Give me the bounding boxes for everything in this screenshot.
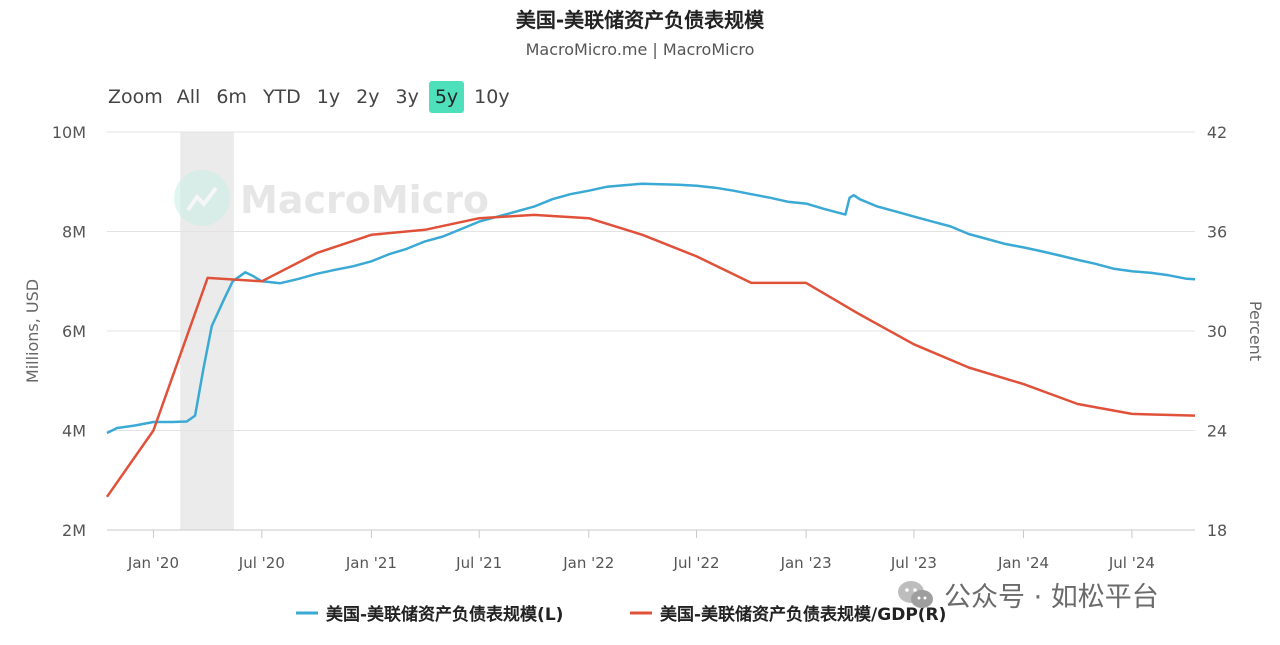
right-axis-tick-label: 42 [1207, 123, 1227, 142]
chart-title: 美国-美联储资产负债表规模 [515, 8, 765, 32]
range-button-ytd[interactable]: YTD [262, 86, 301, 108]
chart-subtitle: MacroMicro.me | MacroMicro [525, 40, 755, 59]
right-axis-tick-label: 36 [1207, 223, 1227, 242]
x-axis-tick-label: Jan '21 [345, 554, 397, 572]
left-axis-tick-label: 4M [62, 422, 86, 441]
right-axis-tick-label: 30 [1207, 322, 1227, 341]
x-axis-tick-label: Jan '23 [780, 554, 832, 572]
left-axis-tick-label: 2M [62, 521, 86, 540]
left-axis-tick-label: 8M [62, 223, 86, 242]
wechat-caption: 公众号 · 如松平台 [944, 582, 1159, 613]
x-axis-tick-label: Jul '21 [455, 554, 502, 572]
wechat-icon [898, 580, 933, 608]
right-axis-tick-label: 18 [1207, 521, 1227, 540]
macromicro-logo-mark [186, 186, 218, 212]
legend-item-left-series[interactable]: 美国-美联储资产负债表规模(L) [296, 604, 563, 625]
macromicro-watermark-text: MacroMicro [240, 178, 489, 222]
range-button-10y[interactable]: 10y [474, 86, 510, 108]
x-axis-tick-label: Jul '23 [890, 554, 937, 572]
zoom-label: Zoom [108, 86, 163, 108]
macromicro-logo-icon [174, 170, 230, 226]
legend: 美国-美联储资产负债表规模(L) 美国-美联储资产负债表规模/GDP(R) [296, 604, 946, 625]
left-axis-tick-label: 10M [52, 123, 86, 142]
range-button-6m[interactable]: 6m [216, 86, 247, 108]
x-axis-tick-label: Jan '22 [562, 554, 614, 572]
legend-label-left: 美国-美联储资产负债表规模(L) [326, 604, 563, 625]
range-button-3y[interactable]: 3y [395, 86, 419, 108]
x-axis-tick-label: Jul '22 [673, 554, 720, 572]
legend-item-right-series[interactable]: 美国-美联储资产负债表规模/GDP(R) [630, 604, 946, 625]
right-axis-title: Percent [1246, 301, 1265, 361]
left-axis-title: Millions, USD [23, 279, 42, 383]
series-line-balance-sheet-gdp [105, 213, 1196, 498]
range-button-5y[interactable]: 5y [428, 81, 465, 113]
legend-label-right: 美国-美联储资产负债表规模/GDP(R) [660, 604, 946, 625]
range-selector: Zoom All 6m YTD 1y 2y 3y 5y 10y [104, 81, 520, 113]
x-axis-tick-label: Jul '24 [1108, 554, 1155, 572]
range-button-all[interactable]: All [176, 86, 201, 108]
x-axis-tick-label: Jul '20 [238, 554, 285, 572]
right-axis-tick-label: 24 [1207, 422, 1227, 441]
series-line-balance-sheet [106, 182, 1196, 435]
left-axis-tick-label: 6M [62, 322, 86, 341]
x-axis-tick-label: Jan '20 [127, 554, 179, 572]
x-axis-tick-label: Jan '24 [997, 554, 1049, 572]
range-button-2y[interactable]: 2y [356, 86, 380, 108]
macromicro-watermark: MacroMicro [174, 170, 489, 226]
range-button-1y[interactable]: 1y [316, 86, 341, 108]
wechat-watermark: 公众号 · 如松平台 [896, 575, 1159, 614]
